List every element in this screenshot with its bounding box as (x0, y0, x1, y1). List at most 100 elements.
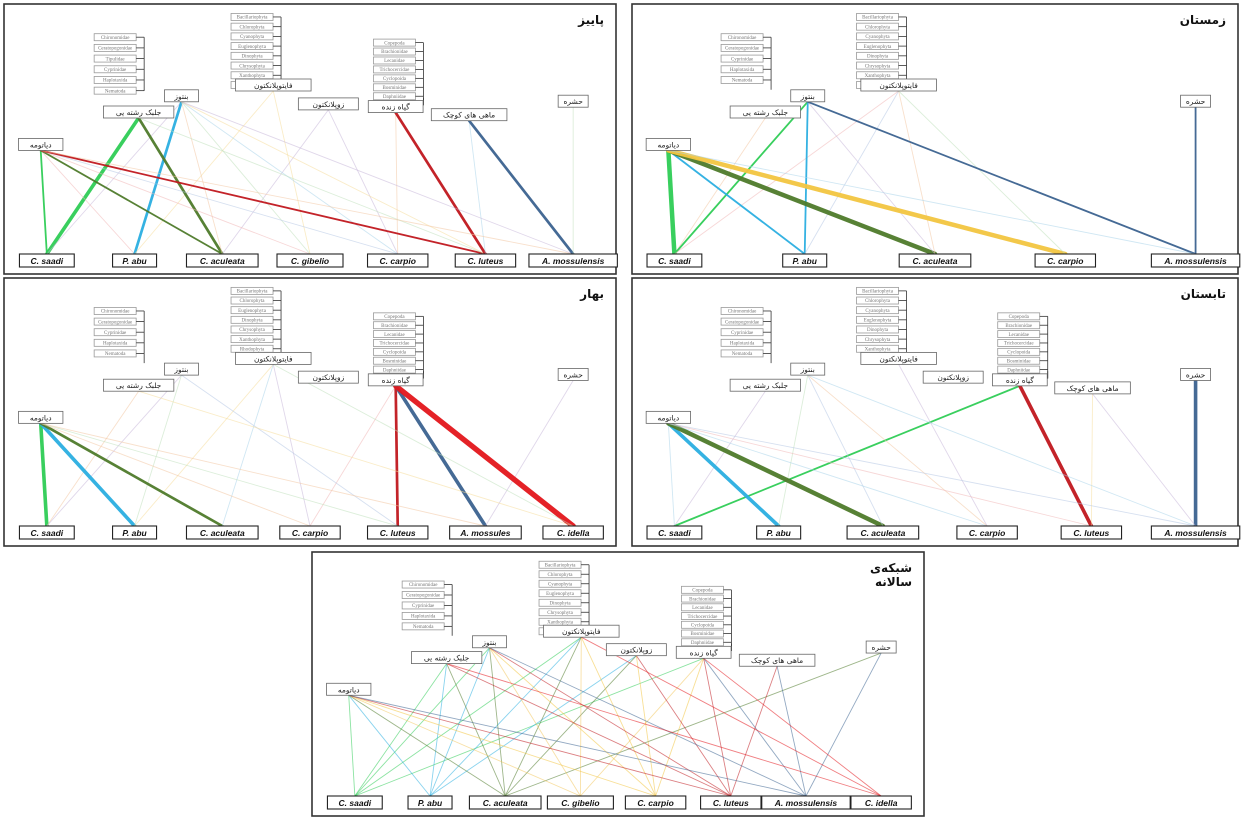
species-node: C. saadi (18, 525, 75, 540)
species-label: C. carpio (292, 528, 328, 538)
taxon-box (230, 22, 274, 31)
taxon-label: Bacillariophyta (862, 290, 894, 295)
species-node: C. saadi (646, 525, 703, 540)
species-node: C. aculeata (185, 525, 259, 540)
taxon-label: Nematoda (732, 352, 753, 357)
food-node-plant: گیاه زنده (367, 100, 424, 113)
taxon-label: Cyclopoida (1007, 351, 1031, 356)
species-label: C. luteus (1073, 528, 1109, 538)
taxon-label: Euglenophyta (238, 45, 267, 50)
species-label: C. saadi (658, 528, 691, 538)
food-label: زوپلانکتون (313, 100, 345, 109)
species-node: C. luteus (1060, 525, 1123, 540)
link-caculeata-phyto (504, 636, 582, 797)
species-label: C. saadi (339, 798, 372, 808)
link-csaadi-filament (45, 116, 141, 256)
food-label: زوپلانکتون (937, 373, 969, 382)
link-caculeata-filament (446, 663, 506, 797)
taxon-box (230, 61, 274, 70)
link-csaadi-diatom (666, 148, 677, 257)
link-cluteus-smallfish (730, 665, 778, 797)
species-label: P. abu (792, 256, 817, 266)
food-label: زوپلانکتون (313, 373, 345, 382)
species-node: C. aculeata (468, 795, 542, 810)
link-csaadi-filament (673, 390, 766, 527)
link-cluteus-smallfish (468, 120, 486, 255)
food-label: بنتوز (800, 365, 815, 374)
food-node-zoo: زوپلانکتون (922, 370, 984, 384)
phyto-taxa-list: Bacillariophyta Chlorophyta Cyanophyta Eugl… (856, 13, 907, 89)
food-node-diatom: دیاتومه (18, 137, 64, 151)
trophic-links (666, 90, 1197, 257)
zoo-taxa-list: Copepoda Brachionidae Lecanidae Trichocerci… (997, 312, 1049, 383)
panel-autumn: پاییز Bacillariophyta Chlorophyta Cyanophyt… (3, 3, 618, 275)
link-cgibelio-diatom (40, 149, 311, 255)
trophic-links (666, 363, 1198, 529)
taxon-label: Chlorophyta (548, 573, 574, 578)
svg-text:بهار: بهار (579, 287, 604, 301)
food-node-filament: جلبک رشته یی (103, 105, 175, 119)
link-pabu-phyto (134, 363, 274, 527)
link-cidella-plant (392, 383, 576, 529)
taxon-label: Euglenophyta (864, 319, 893, 324)
taxon-label: Chironomidae (101, 310, 130, 315)
taxon-box (230, 51, 274, 60)
trophic-links (39, 90, 575, 256)
food-label: حشره (563, 370, 583, 379)
taxon-box (230, 42, 274, 51)
link-caculeata-filament (137, 116, 224, 256)
taxon-label: Xanthophyta (865, 347, 892, 352)
taxon-label: Cyprinidae (731, 331, 754, 336)
benthos-taxa-list: Chironomidae Ceratopogonidae Cyprinidae Hap… (93, 307, 145, 358)
link-cgibelio-plant (579, 657, 705, 797)
taxon-label: Lecanidae (384, 333, 405, 338)
link-pabu-phyto (804, 90, 900, 255)
taxon-label: Cyprinidae (104, 68, 127, 73)
taxon-label: Daphniidae (383, 368, 407, 373)
taxon-label: Cyanophyta (865, 309, 890, 314)
taxon-label: Daphniidae (691, 641, 715, 646)
taxon-label: Cyanophyta (865, 35, 890, 40)
taxon-box (230, 306, 274, 315)
species-node: A. mossulensis (528, 253, 618, 268)
link-cluteus-filament (138, 117, 486, 255)
food-label: حشره (871, 643, 891, 652)
phyto-taxa-list: Bacillariophyta Chlorophyta Cyanophyta Eugl… (856, 286, 907, 353)
link-csaadi-filament (673, 117, 766, 255)
link-csaadi-benthos (46, 374, 182, 527)
taxon-box (230, 335, 274, 344)
species-node: C. gibelio (276, 253, 344, 268)
food-node-phyto: فایتوپلانکتون (235, 78, 312, 92)
taxon-label: Dinophyta (241, 319, 263, 324)
species-node: C. carpio (1034, 253, 1097, 268)
species-label: C. luteus (380, 528, 416, 538)
taxon-label: Chlorophyta (240, 299, 266, 304)
taxon-label: Daphniidae (1007, 368, 1031, 373)
species-label: A. mossulensis (1163, 528, 1227, 538)
food-label: دیاتومه (658, 413, 680, 422)
species-node: C. luteus (366, 525, 429, 540)
link-caculeata-phyto (898, 90, 936, 255)
link-pabu-benthos (429, 647, 490, 797)
link-cluteus-plant (394, 111, 487, 256)
link-pabu-diatom (667, 149, 806, 255)
link-cidella-phyto (580, 636, 882, 797)
link-csaadi-plant (354, 657, 705, 797)
link-cluteus-diatom (39, 149, 487, 255)
taxon-label: Trichocercidae (688, 615, 719, 620)
link-amossulensis-smallfish (467, 119, 575, 256)
species-node: C. carpio (956, 525, 1018, 540)
food-label: حشره (1186, 97, 1206, 106)
taxon-label: Cyclopoida (383, 351, 407, 356)
taxon-label: Dinophyta (549, 601, 571, 606)
taxon-label: Brachionidae (381, 324, 408, 329)
food-label: دیاتومه (30, 140, 52, 149)
species-node: A. mossulensis (1150, 525, 1241, 540)
food-label: گیاه زنده (1006, 376, 1034, 385)
food-node-plant: گیاه زنده (992, 373, 1048, 387)
link-amossulensis-smallfish (776, 665, 807, 797)
link-amossulensis-smallfish (1092, 393, 1197, 527)
taxon-label: Chironomidae (409, 583, 438, 588)
species-node: C. aculeata (185, 253, 259, 268)
food-label: حشره (1186, 370, 1206, 379)
